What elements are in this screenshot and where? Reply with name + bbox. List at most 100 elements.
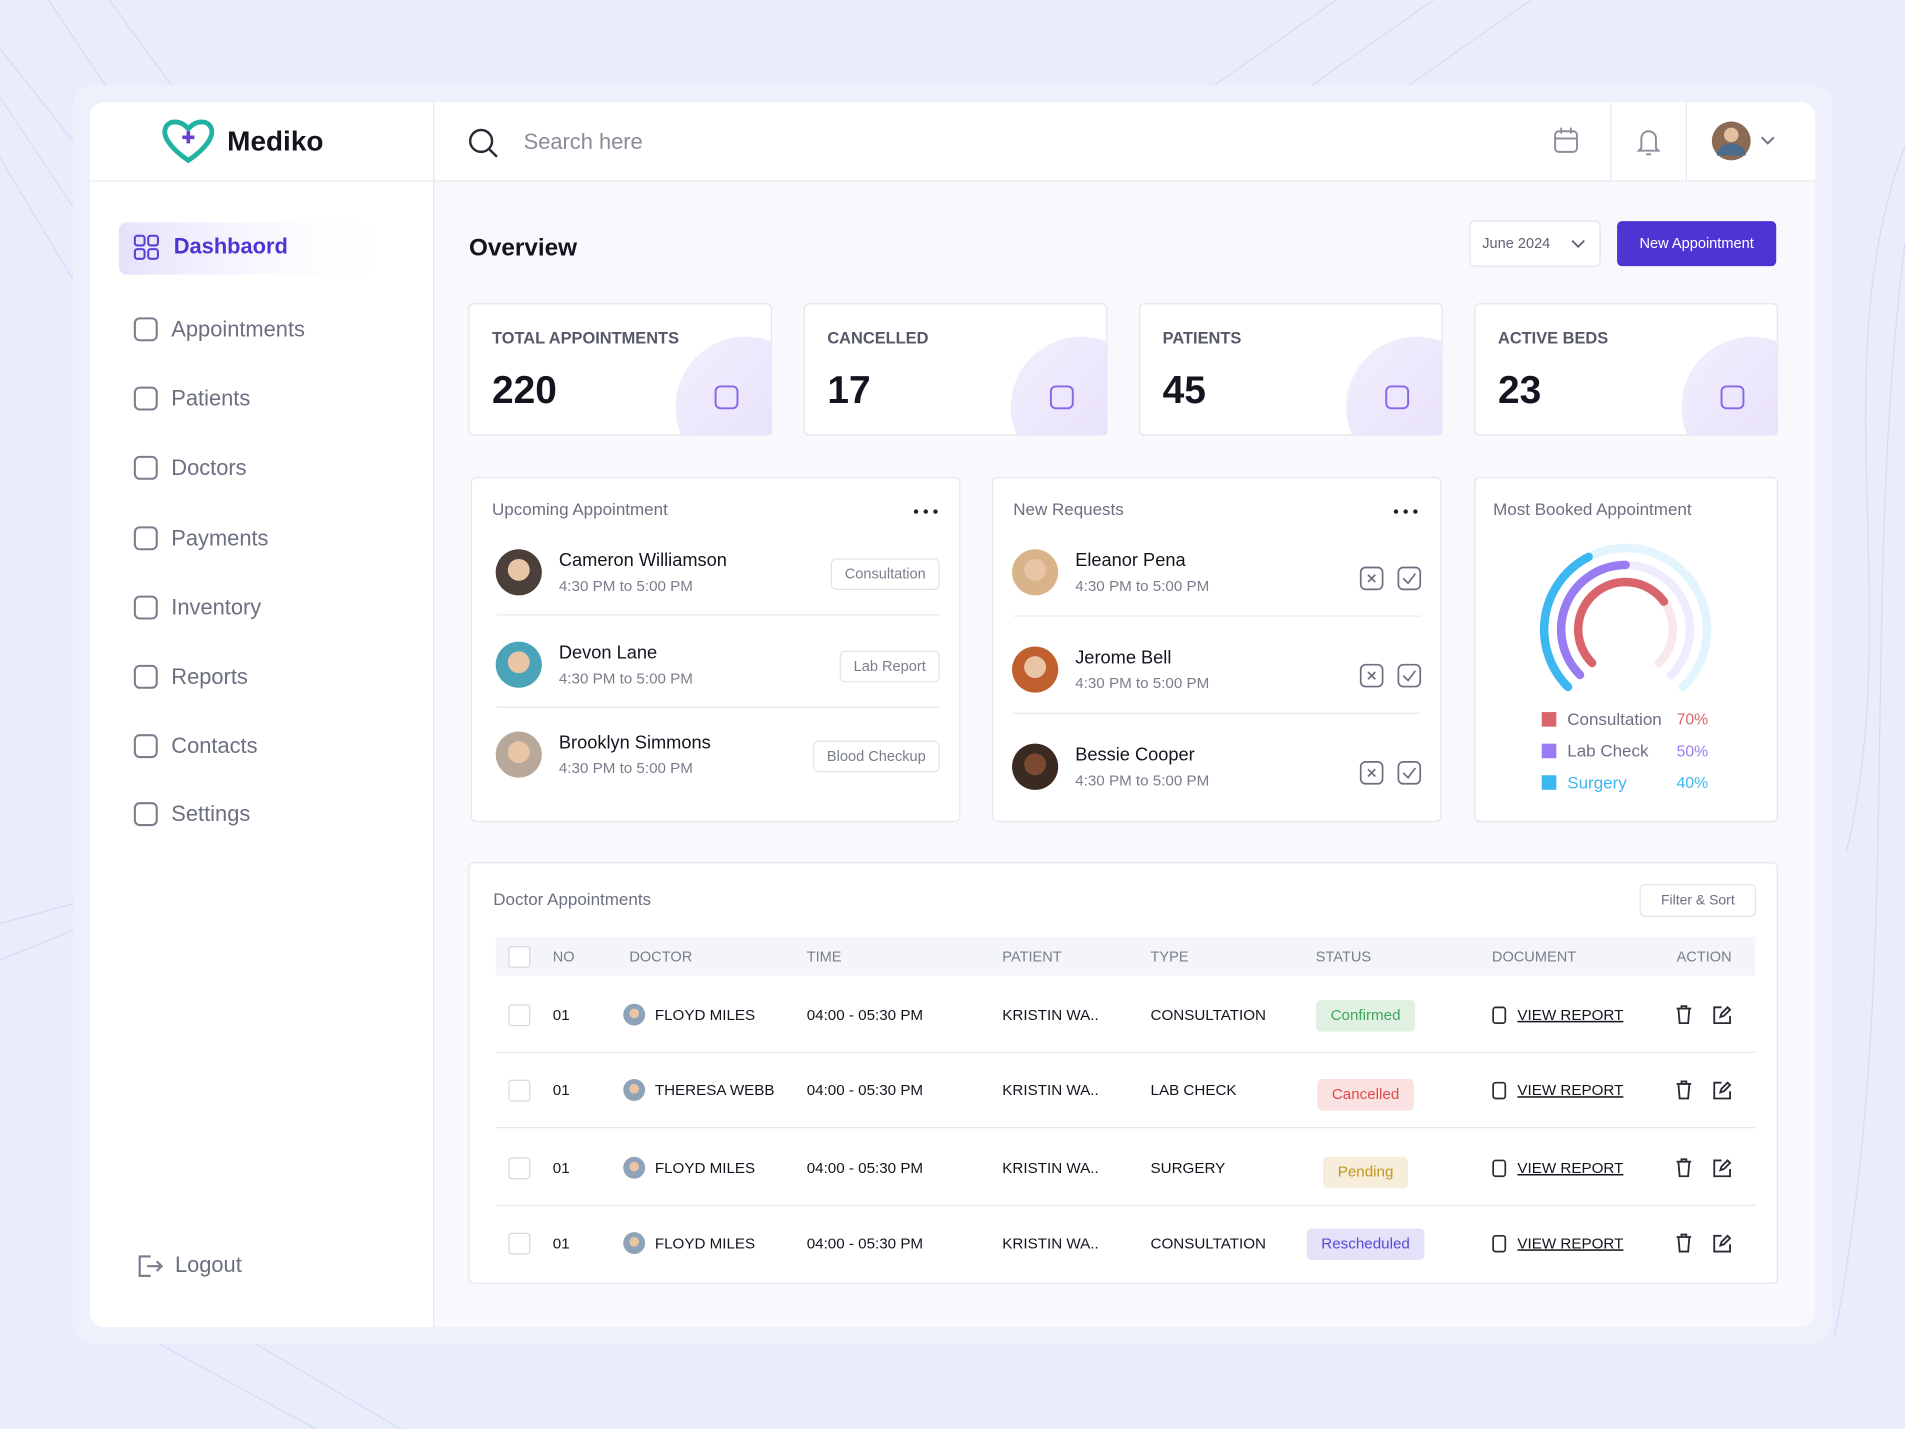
- more-button[interactable]: [1393, 509, 1418, 514]
- view-report[interactable]: VIEW REPORT: [1517, 1082, 1623, 1099]
- column-header: PATIENT: [1002, 949, 1061, 965]
- appointment-time: 4:30 PM to 5:00 PM: [559, 578, 693, 595]
- nav-label: Inventory: [171, 595, 261, 620]
- checkbox[interactable]: [508, 1232, 531, 1255]
- legend-label: Consultation: [1567, 710, 1662, 729]
- edit-button[interactable]: [1713, 1159, 1732, 1178]
- status-label: Confirmed: [1331, 1007, 1401, 1024]
- icon-part: [133, 248, 146, 260]
- appointment-item[interactable]: Cameron Williamson 4:30 PM to 5:00 PM Cons…: [495, 549, 940, 616]
- appointment-tag: Lab Report: [854, 659, 926, 675]
- stat-card: CANCELLED 17: [803, 303, 1108, 436]
- profile-menu[interactable]: [1711, 121, 1775, 161]
- requester-name: Bessie Cooper: [1075, 745, 1194, 765]
- accept-button[interactable]: [1397, 663, 1422, 688]
- reject-button[interactable]: [1359, 663, 1384, 688]
- sidebar: [89, 102, 434, 1327]
- edit-button[interactable]: [1713, 1081, 1732, 1100]
- icon-part: [1367, 574, 1376, 583]
- nav-item[interactable]: Settings: [133, 801, 250, 826]
- cell-doctor: FLOYD MILES: [655, 1160, 755, 1177]
- nav-item[interactable]: Inventory: [133, 595, 261, 620]
- nav-item[interactable]: Contacts: [133, 733, 258, 759]
- cell-type: SURGERY: [1151, 1160, 1226, 1177]
- new-appointment-button[interactable]: [1617, 221, 1777, 267]
- view-report[interactable]: VIEW REPORT: [1517, 1007, 1623, 1024]
- table-row: 01 FLOYD MILES 04:00 - 05:30 PM KRISTIN WA.…: [495, 1156, 1756, 1207]
- accept-button[interactable]: [1397, 566, 1422, 591]
- nav-icon: [133, 734, 158, 759]
- stat-label: PATIENTS: [1163, 329, 1242, 347]
- table-header: [495, 936, 1756, 976]
- notification-button[interactable]: [1636, 130, 1661, 156]
- tag-box: [812, 740, 940, 773]
- edit-button[interactable]: [1713, 1234, 1732, 1253]
- column-header: NO: [553, 949, 575, 965]
- view-report[interactable]: VIEW REPORT: [1517, 1160, 1623, 1177]
- view-report[interactable]: VIEW REPORT: [1517, 1235, 1623, 1252]
- filter-button[interactable]: [1639, 884, 1757, 917]
- logout-icon: [138, 1255, 164, 1277]
- arc: [1539, 552, 1593, 692]
- nav-item[interactable]: Reports: [133, 664, 248, 689]
- icon-part: [1713, 1234, 1732, 1253]
- month-label: June 2024: [1482, 236, 1550, 252]
- reject-button[interactable]: [1359, 761, 1384, 785]
- column-header: TIME: [807, 949, 842, 965]
- stat-label: TOTAL APPOINTMENTS: [492, 329, 679, 347]
- cell-doctor: FLOYD MILES: [655, 1007, 755, 1024]
- reject-button[interactable]: [1359, 566, 1384, 591]
- accept-button[interactable]: [1397, 761, 1422, 785]
- status-pill: [1323, 1156, 1408, 1189]
- nav-icon: [133, 386, 158, 411]
- nav-label: Payments: [171, 525, 268, 550]
- appointment-item[interactable]: Brooklyn Simmons 4:30 PM to 5:00 PM Blood …: [495, 731, 940, 778]
- icon-part: [1359, 566, 1384, 591]
- checkbox[interactable]: [508, 1157, 531, 1180]
- request-time: 4:30 PM to 5:00 PM: [1075, 772, 1209, 789]
- cell-no: 01: [553, 1007, 570, 1024]
- nav-active: [119, 222, 401, 275]
- panel-title: New Requests: [1013, 500, 1124, 519]
- icon-part: [133, 386, 158, 411]
- checkbox[interactable]: [508, 1079, 531, 1102]
- cell-time: 04:00 - 05:30 PM: [807, 1007, 923, 1024]
- table-row: 01 FLOYD MILES 04:00 - 05:30 PM KRISTIN WA.…: [508, 1228, 1732, 1261]
- nav-item[interactable]: Doctors: [133, 455, 247, 480]
- nav-item[interactable]: Appointments: [133, 316, 305, 342]
- stat-label: ACTIVE BEDS: [1498, 329, 1608, 347]
- cell-no: 01: [553, 1160, 570, 1177]
- nav-item[interactable]: Patients: [133, 386, 250, 411]
- logout[interactable]: Logout: [175, 1252, 242, 1277]
- appointment-time: 4:30 PM to 5:00 PM: [559, 670, 693, 687]
- appointment-item[interactable]: Devon Lane 4:30 PM to 5:00 PM Lab Report: [495, 641, 940, 708]
- more-button[interactable]: [913, 509, 938, 514]
- cell-time: 04:00 - 05:30 PM: [807, 1160, 923, 1177]
- nav-item[interactable]: Payments: [133, 525, 269, 550]
- cell-doctor: FLOYD MILES: [655, 1235, 755, 1252]
- edit-button[interactable]: [1713, 1006, 1732, 1025]
- legend-value: 70%: [1677, 712, 1709, 729]
- requester-name: Jerome Bell: [1075, 647, 1171, 667]
- request-time: 4:30 PM to 5:00 PM: [1075, 578, 1209, 595]
- month-picker[interactable]: [1469, 220, 1601, 267]
- nav-label: Appointments: [171, 316, 305, 341]
- search-input[interactable]: Search here: [524, 129, 643, 154]
- icon-part: [1402, 670, 1417, 682]
- delete-button[interactable]: [1676, 1233, 1692, 1253]
- delete-button[interactable]: [1676, 1158, 1692, 1178]
- nav-item[interactable]: Dashbaord: [133, 234, 288, 260]
- delete-button[interactable]: [1676, 1080, 1692, 1100]
- nav-label: Dashbaord: [174, 234, 288, 259]
- checkbox[interactable]: [508, 945, 531, 968]
- panel-title: Upcoming Appointment: [492, 500, 668, 519]
- nav-icon: [133, 317, 158, 342]
- radial-chart: Consultation 70% Lab Check 50% Surgery 40%: [1539, 543, 1712, 792]
- cell-patient: KRISTIN WA..: [1002, 1007, 1098, 1024]
- logo-icon: [162, 119, 215, 164]
- delete-button[interactable]: [1676, 1005, 1692, 1025]
- checkbox[interactable]: [508, 1004, 531, 1027]
- calendar-button[interactable]: [1554, 127, 1578, 153]
